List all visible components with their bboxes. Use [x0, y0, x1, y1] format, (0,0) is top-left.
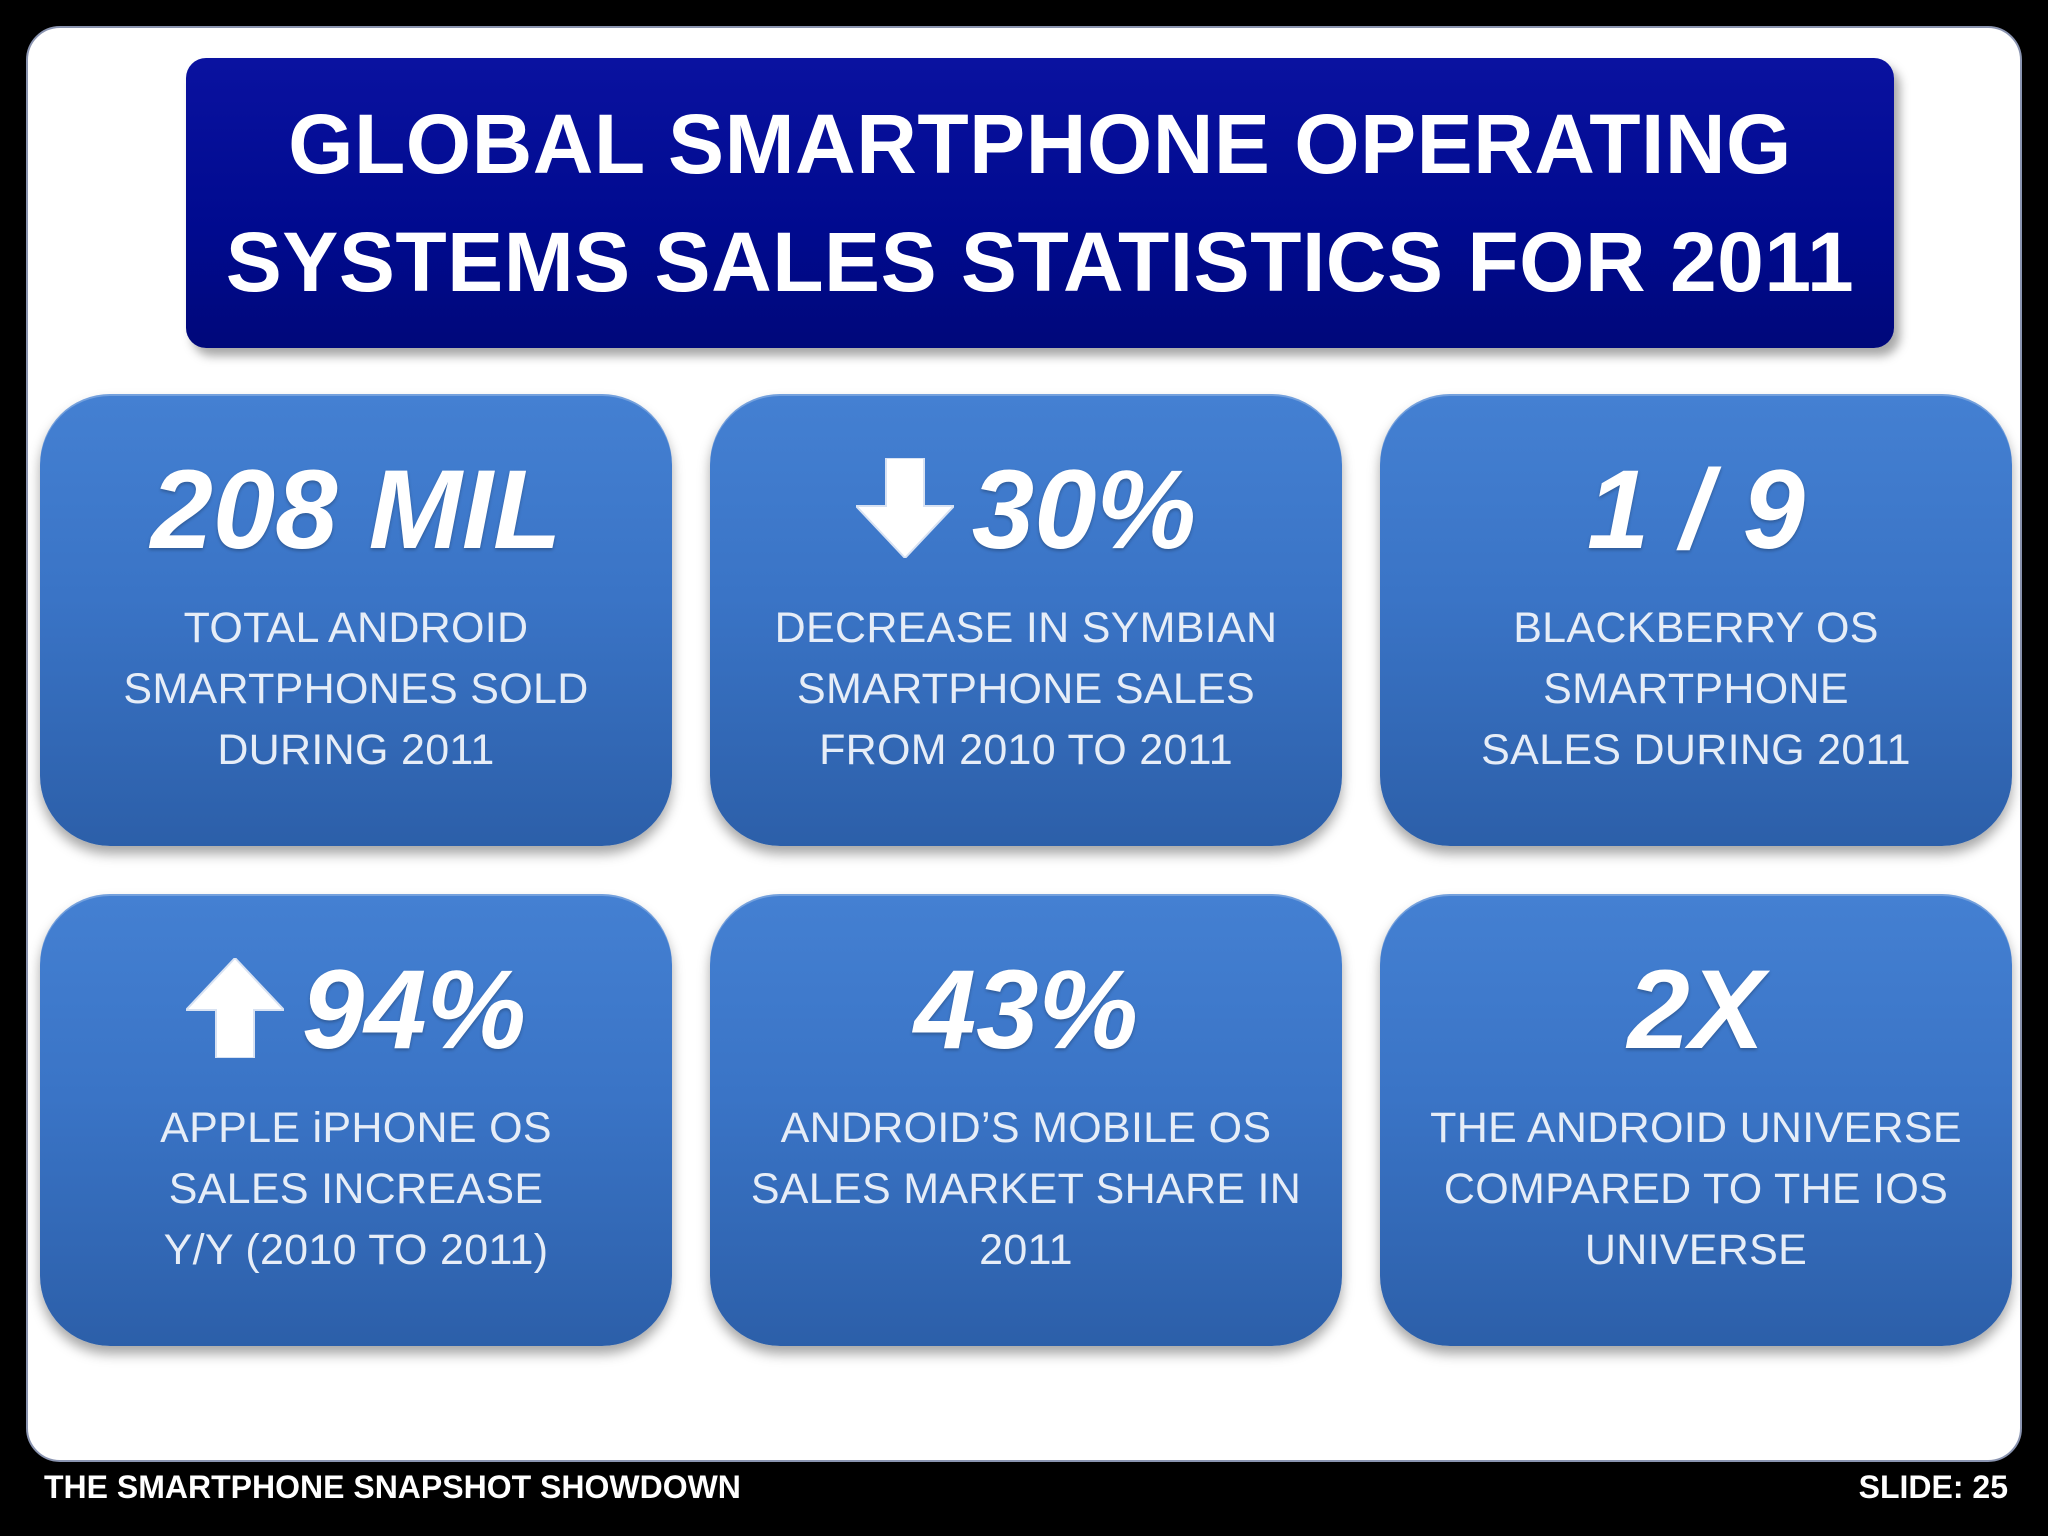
stat-row: 1 / 9 — [1380, 450, 2012, 570]
description-line: SMARTPHONE — [1543, 665, 1849, 713]
stat-row: 208 MIL — [40, 450, 672, 570]
footer-slide-number: SLIDE: 25 — [1858, 1469, 2008, 1505]
title-banner: GLOBAL SMARTPHONE OPERATING SYSTEMS SALE… — [186, 58, 1894, 348]
description-line: 2011 — [979, 1226, 1073, 1274]
stat-row: 30% — [710, 450, 1342, 570]
stat-row: 94% — [40, 950, 672, 1070]
description-line: TOTAL ANDROID — [183, 604, 529, 652]
description-line: UNIVERSE — [1584, 1226, 1808, 1274]
description-line: SMARTPHONES SOLD — [123, 665, 589, 713]
stat-card-android-total: 208 MIL TOTAL ANDROID SMARTPHONES SOLD D… — [40, 394, 672, 846]
description-line: SMARTPHONE SALES — [796, 665, 1256, 713]
stat-card-symbian-decrease: 30% DECREASE IN SYMBIAN SMARTPHONE SALES… — [710, 394, 1342, 846]
description-line: DURING 2011 — [217, 726, 495, 774]
stat-value: 43% — [913, 947, 1139, 1072]
description-line: FROM 2010 TO 2011 — [819, 726, 1233, 774]
arrow-up-icon — [183, 956, 287, 1063]
footer-presentation-title: THE SMARTPHONE SNAPSHOT SHOWDOWN — [44, 1469, 741, 1505]
description-line: COMPARED TO THE IOS — [1443, 1165, 1949, 1213]
stat-row: 43% — [710, 950, 1342, 1070]
stat-value: 2X — [1627, 947, 1765, 1072]
description-line: ANDROID’S MOBILE OS — [780, 1104, 1272, 1152]
stat-row: 2X — [1380, 950, 2012, 1070]
stat-description: ANDROID’S MOBILE OS SALES MARKET SHARE I… — [720, 1098, 1332, 1281]
stat-description: TOTAL ANDROID SMARTPHONES SOLD DURING 20… — [50, 598, 662, 781]
stat-card-android-market-share: 43% ANDROID’S MOBILE OS SALES MARKET SHA… — [710, 894, 1342, 1346]
stat-value: 94% — [301, 947, 527, 1072]
stat-value: 30% — [971, 447, 1197, 572]
stat-description: THE ANDROID UNIVERSE COMPARED TO THE IOS… — [1390, 1098, 2002, 1281]
stat-value: 1 / 9 — [1587, 447, 1805, 572]
description-line: BLACKBERRY OS — [1513, 604, 1879, 652]
stat-value: 208 MIL — [150, 447, 562, 572]
description-line: SALES DURING 2011 — [1481, 726, 1911, 774]
description-line: THE ANDROID UNIVERSE — [1430, 1104, 1962, 1152]
stat-description: APPLE iPHONE OS SALES INCREASE Y/Y (2010… — [50, 1098, 662, 1281]
description-line: SALES INCREASE — [168, 1165, 544, 1213]
stat-description: DECREASE IN SYMBIAN SMARTPHONE SALES FRO… — [720, 598, 1332, 781]
description-line: APPLE iPHONE OS — [160, 1104, 552, 1152]
arrow-down-icon — [853, 456, 957, 563]
stat-card-blackberry-share: 1 / 9 BLACKBERRY OS SMARTPHONE SALES DUR… — [1380, 394, 2012, 846]
title-line-2: SYSTEMS SALES STATISTICS FOR 2011 — [225, 215, 1855, 309]
description-line: DECREASE IN SYMBIAN — [774, 604, 1278, 652]
description-line: Y/Y (2010 TO 2011) — [163, 1226, 549, 1274]
stat-card-iphone-increase: 94% APPLE iPHONE OS SALES INCREASE Y/Y (… — [40, 894, 672, 1346]
stat-description: BLACKBERRY OS SMARTPHONE SALES DURING 20… — [1390, 598, 2002, 781]
title-line-1: GLOBAL SMARTPHONE OPERATING — [288, 97, 1792, 191]
description-line: SALES MARKET SHARE IN — [750, 1165, 1302, 1213]
stat-card-android-vs-ios: 2X THE ANDROID UNIVERSE COMPARED TO THE … — [1380, 894, 2012, 1346]
